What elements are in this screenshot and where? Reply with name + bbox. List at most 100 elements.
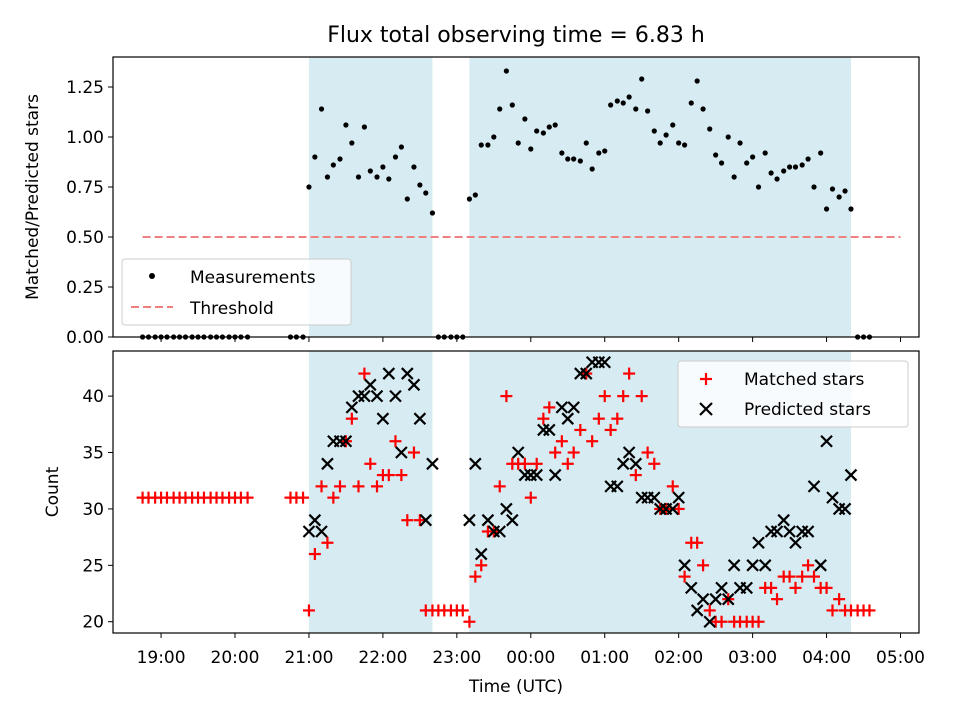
predicted-stars-point bbox=[339, 434, 353, 448]
predicted-stars-point bbox=[555, 401, 569, 414]
predicted-stars-point bbox=[727, 559, 741, 572]
measurement-point bbox=[478, 142, 484, 148]
measurement-point bbox=[805, 156, 811, 162]
matched-stars-point bbox=[648, 457, 661, 470]
predicted-stars-point bbox=[752, 536, 765, 550]
observing-interval-1 bbox=[469, 57, 851, 337]
matched-stars-point bbox=[297, 491, 310, 504]
measurement-point bbox=[633, 106, 639, 112]
bottom-axes-frame bbox=[112, 350, 920, 634]
measurement-point bbox=[417, 182, 423, 188]
measurement-point bbox=[380, 164, 386, 170]
x-tick-label: 03:00 bbox=[728, 648, 777, 668]
measurement-point bbox=[848, 206, 854, 212]
matched-stars-point bbox=[789, 581, 802, 594]
top-y-tick-label: 0.75 bbox=[66, 178, 104, 198]
matched-stars-point bbox=[321, 536, 334, 549]
measurement-point bbox=[842, 188, 848, 194]
x-tick-label: 22:00 bbox=[358, 648, 407, 668]
matched-stars-point bbox=[475, 559, 488, 572]
predicted-stars-point bbox=[647, 491, 661, 504]
measurement-point bbox=[392, 154, 399, 160]
predicted-stars-point bbox=[407, 378, 421, 392]
measurement-point bbox=[602, 148, 608, 154]
matched-stars-point bbox=[463, 615, 476, 628]
predicted-stars-point bbox=[315, 525, 328, 538]
bottom-y-tick-label: 30 bbox=[82, 500, 104, 520]
bottom-panel: 20 25 30 35 40 19:00 20:00 21:00 22:00 23:00 00:0… bbox=[43, 350, 925, 697]
matched-stars-point bbox=[820, 581, 833, 594]
measurement-point bbox=[707, 126, 713, 132]
measurement-point bbox=[546, 124, 552, 130]
x-tick-label: 04:00 bbox=[802, 648, 851, 668]
matched-stars-point bbox=[752, 615, 765, 628]
measurement-point bbox=[713, 152, 719, 158]
measurement-point bbox=[589, 166, 595, 172]
measurement-point bbox=[750, 154, 756, 160]
measurement-point bbox=[343, 122, 349, 128]
measurement-point bbox=[811, 184, 817, 190]
x-tick-label: 23:00 bbox=[432, 648, 481, 668]
measurement-point bbox=[485, 142, 491, 148]
measurement-point bbox=[694, 78, 700, 84]
measurement-point bbox=[645, 108, 651, 114]
measurement-point bbox=[534, 128, 540, 134]
predicted-stars-point bbox=[419, 513, 433, 527]
measurement-point bbox=[799, 162, 805, 168]
matched-stars-point bbox=[370, 480, 383, 493]
predicted-stars-point bbox=[370, 389, 384, 403]
observing-interval-0 bbox=[308, 351, 433, 633]
predicted-stars-series bbox=[302, 356, 858, 628]
measurement-point bbox=[515, 140, 521, 146]
matched-stars-point bbox=[617, 390, 630, 403]
measurement-point bbox=[552, 122, 558, 128]
matched-stars-point bbox=[567, 446, 580, 459]
measurement-point bbox=[324, 174, 331, 180]
bottom-y-tick-label: 25 bbox=[82, 556, 104, 576]
matched-stars-point bbox=[524, 491, 537, 504]
matched-stars-point bbox=[549, 446, 562, 459]
measurement-point bbox=[596, 150, 602, 156]
x-tick-label: 01:00 bbox=[580, 648, 629, 668]
matched-stars-point bbox=[382, 469, 395, 482]
measurement-point bbox=[411, 164, 417, 170]
predicted-stars-point bbox=[672, 491, 685, 504]
measurement-point bbox=[829, 186, 836, 192]
measurement-point bbox=[528, 146, 534, 152]
predicted-stars-point bbox=[807, 480, 821, 493]
predicted-stars-point bbox=[579, 367, 593, 380]
top-y-ticks: 0.00 0.25 0.50 0.75 1.00 1.25 bbox=[66, 78, 113, 348]
matched-stars-point bbox=[641, 446, 654, 459]
matched-stars-point bbox=[765, 581, 778, 594]
legend-threshold-label: Threshold bbox=[189, 299, 274, 319]
top-panel: 0.00 0.25 0.50 0.75 1.00 1.25 Matched/Predict… bbox=[23, 56, 920, 348]
predicted-stars-point bbox=[389, 389, 402, 403]
measurement-point bbox=[792, 164, 799, 170]
matched-stars-point bbox=[302, 604, 315, 617]
matched-stars-point bbox=[358, 367, 371, 380]
matched-stars-point bbox=[629, 469, 642, 482]
measurement-point bbox=[786, 164, 793, 170]
predicted-stars-point bbox=[474, 547, 488, 561]
matched-stars-point bbox=[555, 435, 568, 448]
predicted-stars-point bbox=[622, 446, 636, 459]
matched-stars-point bbox=[807, 570, 820, 583]
top-y-tick-label: 0.25 bbox=[66, 278, 104, 298]
bottom-y-ticks: 20 25 30 35 40 bbox=[82, 387, 113, 633]
measurement-point bbox=[386, 176, 392, 182]
predicted-stars-point bbox=[770, 525, 784, 538]
measurement-point bbox=[681, 142, 688, 148]
measurement-point bbox=[374, 174, 380, 180]
x-axis-label: Time (UTC) bbox=[468, 677, 563, 697]
measurement-point bbox=[398, 144, 404, 150]
predicted-stars-point bbox=[500, 502, 513, 516]
legend-matched-marker bbox=[700, 373, 712, 385]
measurement-point bbox=[503, 68, 509, 74]
predicted-stars-point bbox=[678, 559, 691, 572]
measurement-point bbox=[491, 134, 497, 140]
predicted-stars-point bbox=[376, 412, 390, 425]
x-tick-label: 20:00 bbox=[211, 648, 260, 668]
predicted-stars-point bbox=[395, 446, 408, 459]
measurement-point bbox=[626, 94, 632, 100]
measurement-point bbox=[774, 176, 780, 182]
